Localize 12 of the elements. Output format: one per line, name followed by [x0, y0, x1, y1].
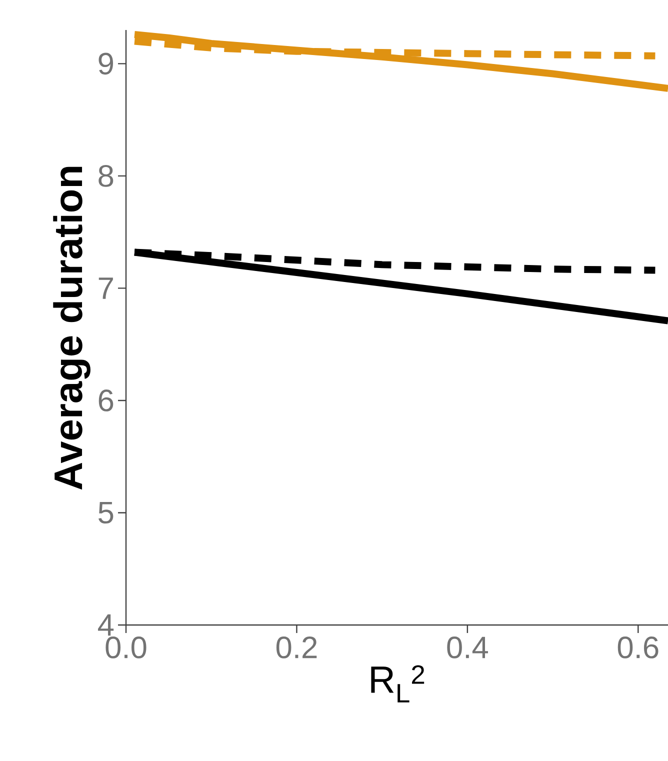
x-axis-title: R$_{L}$2 — [371, 665, 424, 702]
y-tick-label: 4 — [98, 614, 114, 636]
x-tick-label: 0.4 — [447, 636, 488, 658]
y-tick-label: 7 — [98, 278, 113, 299]
x-tick-label: 0.0 — [106, 636, 146, 658]
y-tick-label: 9 — [98, 52, 114, 75]
y-axis-title: Average duration — [53, 166, 90, 490]
x-tick-label: 0.2 — [276, 636, 317, 658]
y-tick-label: 5 — [98, 502, 114, 524]
y-tick-label: 6 — [98, 390, 114, 412]
y-tick-label: 8 — [98, 165, 114, 187]
x-tick-label: 0.6 — [618, 636, 658, 658]
